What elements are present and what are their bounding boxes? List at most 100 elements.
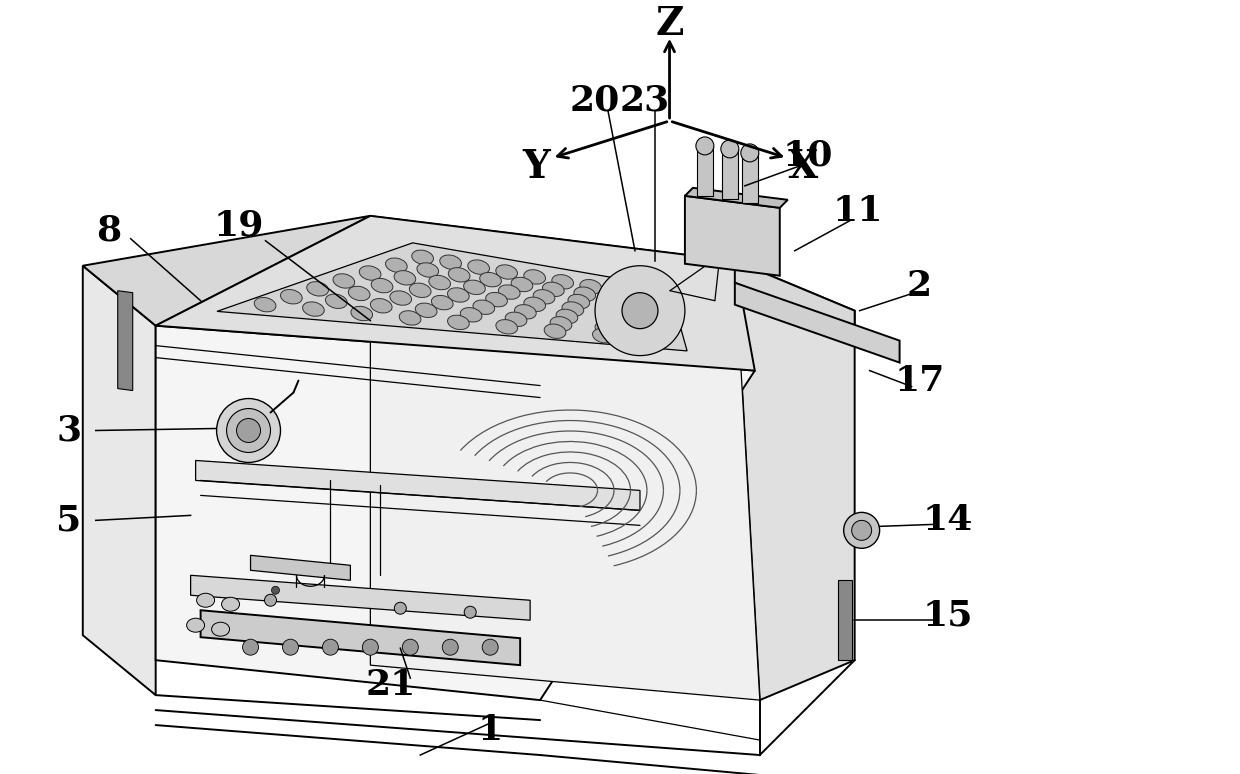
Polygon shape (83, 265, 156, 695)
Polygon shape (250, 555, 351, 580)
Polygon shape (722, 149, 738, 199)
Ellipse shape (280, 289, 303, 304)
Polygon shape (697, 146, 713, 196)
Ellipse shape (254, 297, 277, 312)
Ellipse shape (552, 275, 574, 289)
Polygon shape (735, 283, 899, 362)
Ellipse shape (222, 598, 239, 611)
Ellipse shape (472, 300, 495, 314)
Text: 17: 17 (894, 364, 945, 398)
Ellipse shape (636, 296, 658, 311)
Ellipse shape (399, 310, 420, 325)
Ellipse shape (641, 333, 662, 348)
Ellipse shape (303, 302, 325, 317)
Text: 1: 1 (477, 713, 502, 747)
Polygon shape (118, 291, 133, 391)
Circle shape (243, 639, 258, 655)
Circle shape (482, 639, 498, 655)
Circle shape (402, 639, 418, 655)
Text: 14: 14 (923, 503, 972, 537)
Ellipse shape (556, 309, 578, 324)
Ellipse shape (325, 294, 347, 309)
Circle shape (217, 399, 280, 462)
Text: 21: 21 (365, 668, 415, 702)
Polygon shape (191, 575, 531, 620)
Ellipse shape (605, 292, 627, 307)
Circle shape (720, 140, 739, 158)
Text: 15: 15 (923, 598, 972, 632)
Ellipse shape (449, 268, 470, 282)
Text: 10: 10 (782, 139, 833, 173)
Ellipse shape (603, 299, 625, 313)
Circle shape (696, 137, 714, 155)
Ellipse shape (467, 260, 490, 274)
Circle shape (264, 594, 277, 606)
Text: X: X (789, 149, 818, 187)
Text: 20: 20 (570, 84, 620, 118)
Ellipse shape (533, 289, 554, 304)
Polygon shape (684, 196, 780, 276)
Polygon shape (201, 610, 520, 665)
Text: 8: 8 (97, 214, 122, 248)
Ellipse shape (486, 293, 507, 307)
Text: 19: 19 (213, 209, 264, 243)
Ellipse shape (409, 283, 432, 297)
Ellipse shape (600, 307, 622, 321)
Ellipse shape (543, 282, 564, 296)
Ellipse shape (551, 317, 572, 331)
Ellipse shape (440, 255, 461, 269)
Ellipse shape (639, 311, 660, 326)
Ellipse shape (595, 321, 616, 336)
Ellipse shape (640, 326, 662, 340)
Ellipse shape (334, 274, 355, 288)
Circle shape (237, 419, 260, 443)
Ellipse shape (580, 279, 601, 294)
Ellipse shape (574, 287, 595, 301)
Ellipse shape (412, 250, 434, 265)
Ellipse shape (498, 285, 520, 300)
Text: 23: 23 (620, 84, 670, 118)
Ellipse shape (593, 328, 614, 343)
Ellipse shape (371, 279, 393, 293)
Ellipse shape (568, 294, 590, 309)
Ellipse shape (389, 291, 412, 305)
Text: Z: Z (656, 5, 683, 43)
Ellipse shape (429, 276, 450, 289)
Ellipse shape (360, 265, 381, 280)
Ellipse shape (511, 277, 533, 292)
Text: 2: 2 (906, 269, 932, 303)
Ellipse shape (639, 318, 661, 333)
Circle shape (843, 512, 879, 548)
Ellipse shape (523, 269, 546, 284)
Ellipse shape (386, 258, 407, 272)
Circle shape (740, 144, 759, 162)
Ellipse shape (562, 302, 584, 317)
Circle shape (283, 639, 299, 655)
Circle shape (622, 293, 658, 329)
Ellipse shape (608, 284, 630, 299)
Ellipse shape (351, 307, 372, 320)
Ellipse shape (197, 593, 215, 608)
Ellipse shape (523, 297, 546, 311)
Polygon shape (742, 153, 758, 203)
Ellipse shape (515, 305, 536, 319)
Polygon shape (217, 243, 687, 351)
Ellipse shape (598, 313, 619, 328)
Polygon shape (156, 216, 755, 371)
Circle shape (852, 520, 872, 540)
Circle shape (272, 586, 279, 594)
Ellipse shape (505, 312, 527, 327)
Circle shape (322, 639, 339, 655)
Text: Y: Y (522, 149, 549, 187)
Ellipse shape (480, 272, 501, 287)
Polygon shape (735, 261, 854, 700)
Ellipse shape (371, 299, 392, 313)
Ellipse shape (636, 289, 657, 303)
Ellipse shape (637, 304, 660, 318)
Text: 5: 5 (56, 503, 82, 537)
Ellipse shape (496, 320, 517, 334)
Ellipse shape (417, 263, 439, 277)
Ellipse shape (432, 296, 453, 310)
Ellipse shape (306, 282, 329, 296)
Polygon shape (371, 216, 760, 700)
